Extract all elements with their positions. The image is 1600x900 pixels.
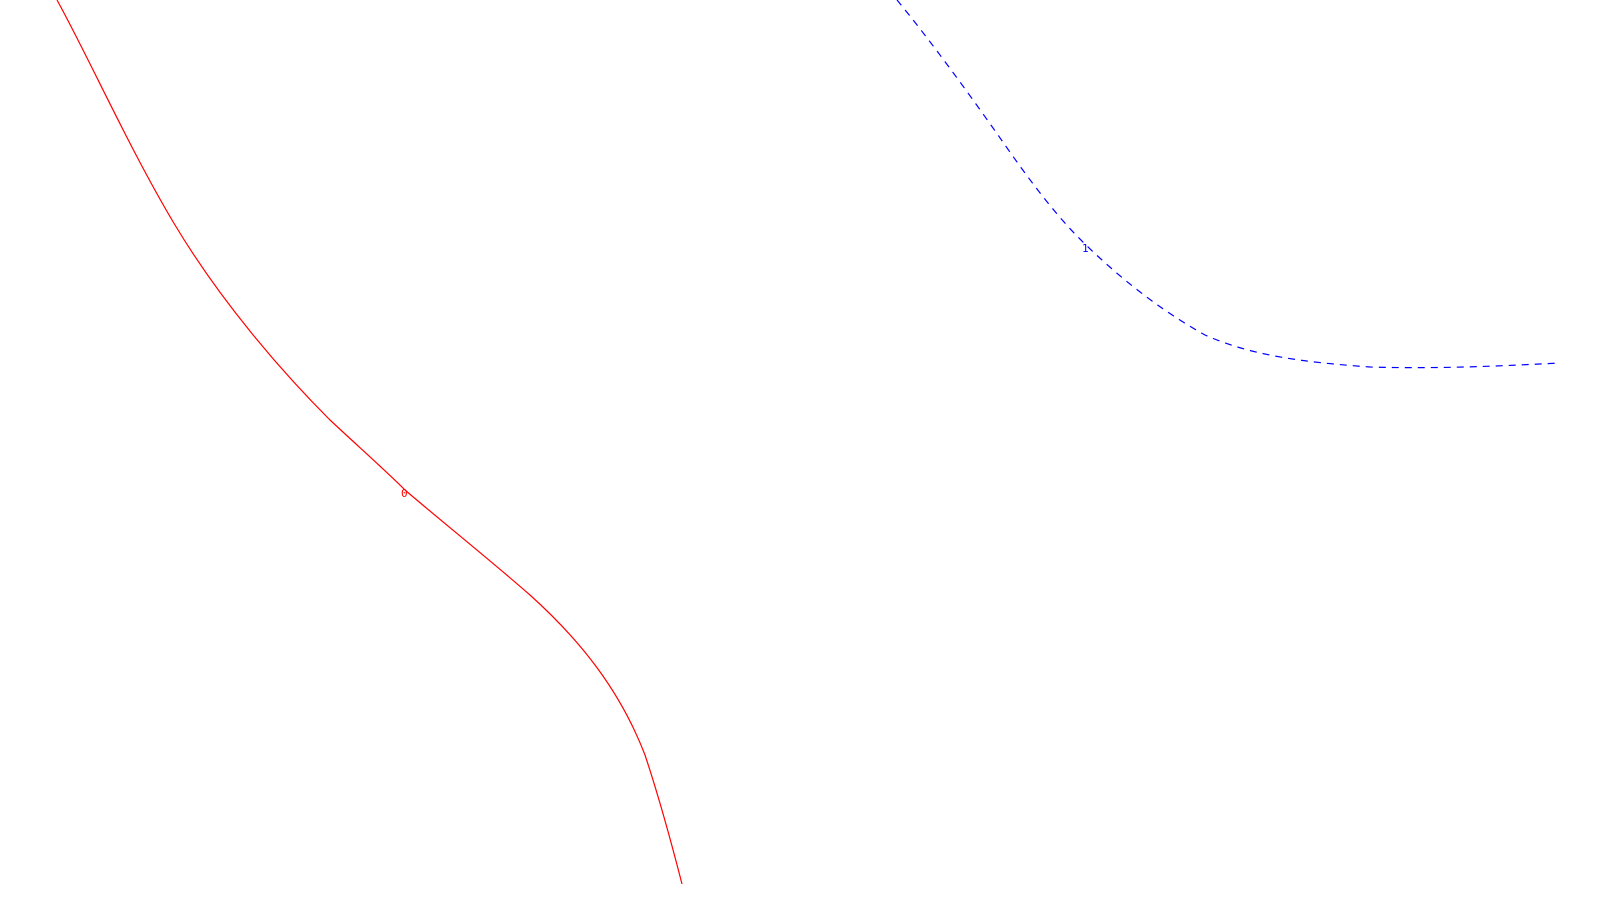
curve-1-label: 1 xyxy=(1082,242,1089,255)
curve-0-line xyxy=(56,0,683,885)
curve-1-line xyxy=(896,0,1561,369)
curve-0-label: 0 xyxy=(401,487,408,500)
